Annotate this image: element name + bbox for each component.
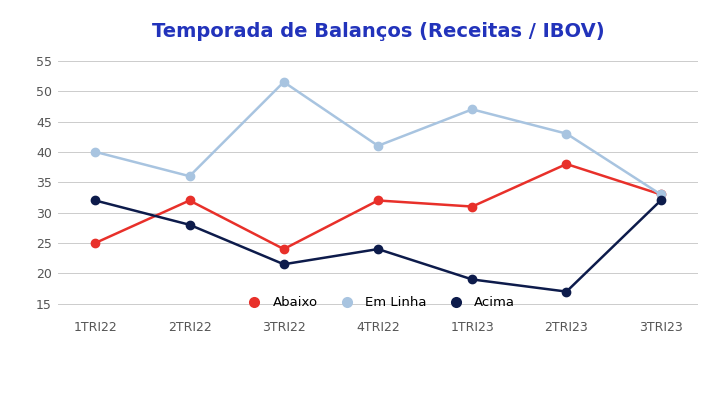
Acima (468, 277, 477, 282)
Em Linha (374, 143, 382, 148)
Title: Temporada de Balanços (Receitas / IBOV): Temporada de Balanços (Receitas / IBOV) (152, 23, 604, 41)
Line: Abaixo: Abaixo (91, 160, 665, 253)
Abaixo (279, 247, 288, 252)
Abaixo (374, 198, 382, 203)
Abaixo (657, 192, 665, 197)
Acima (185, 222, 194, 227)
Acima (657, 198, 665, 203)
Em Linha (562, 131, 571, 136)
Em Linha (279, 80, 288, 85)
Acima (279, 262, 288, 267)
Acima (91, 198, 99, 203)
Line: Acima: Acima (91, 196, 665, 296)
Acima (374, 247, 382, 252)
Em Linha (91, 149, 99, 154)
Em Linha (468, 107, 477, 112)
Em Linha (657, 192, 665, 197)
Abaixo (562, 162, 571, 166)
Acima (562, 289, 571, 294)
Abaixo (468, 204, 477, 209)
Line: Em Linha: Em Linha (91, 78, 665, 198)
Abaixo (91, 241, 99, 245)
Legend: Abaixo, Em Linha, Acima: Abaixo, Em Linha, Acima (235, 291, 521, 315)
Abaixo (185, 198, 194, 203)
Em Linha (185, 174, 194, 179)
